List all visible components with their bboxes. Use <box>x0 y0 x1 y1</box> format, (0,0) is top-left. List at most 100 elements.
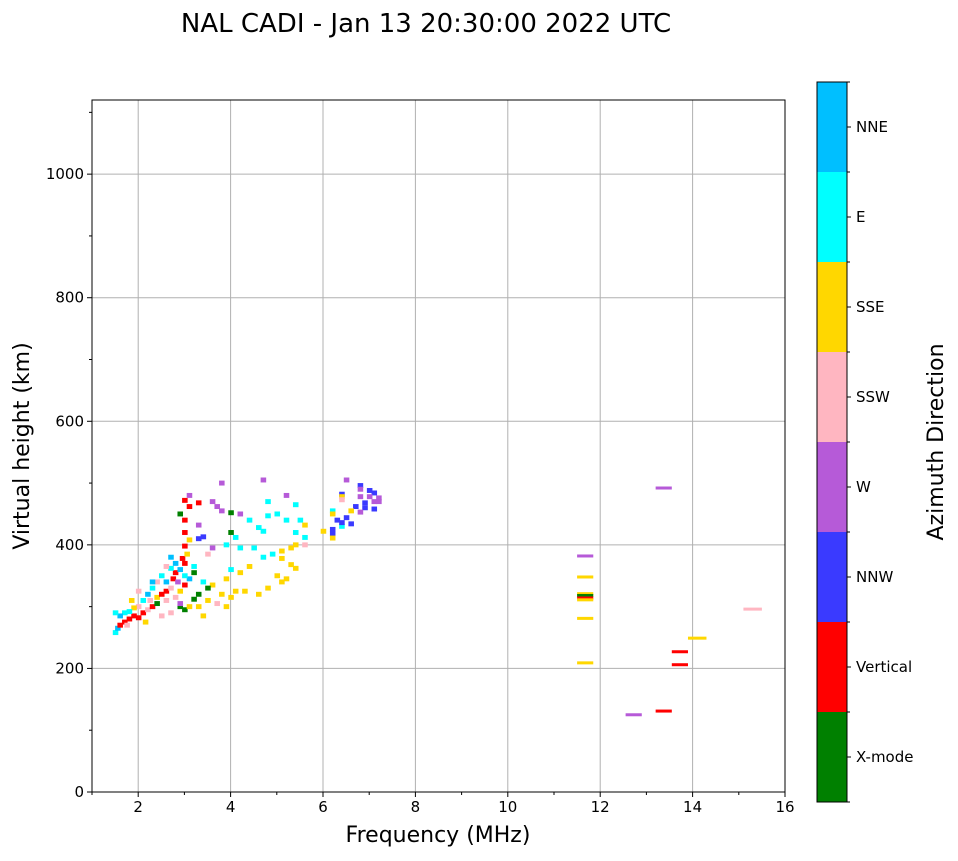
echo-point <box>177 604 184 610</box>
echo-point <box>223 576 230 582</box>
echo-point <box>170 576 177 582</box>
echo-point <box>348 521 354 527</box>
echo-point <box>343 477 350 483</box>
colorbar-tick-label: SSW <box>856 388 890 406</box>
echo-point <box>265 513 271 519</box>
echo-trace <box>625 713 642 717</box>
colorbar-segment <box>817 82 847 172</box>
x-tick-label: 6 <box>318 798 328 816</box>
echo-point <box>302 542 308 548</box>
echo-trace <box>671 650 688 654</box>
echo-point <box>329 508 336 514</box>
echo-point <box>265 499 271 505</box>
echo-trace <box>577 661 594 665</box>
echo-point <box>177 567 184 573</box>
echo-point <box>366 494 373 500</box>
echo-point <box>283 576 290 582</box>
echo-point <box>186 576 193 582</box>
echo-point <box>177 588 184 594</box>
echo-point <box>260 477 267 483</box>
colorbar-tick-label: NNW <box>856 568 893 586</box>
echo-point <box>186 504 193 510</box>
colorbar: X-mode Vertical NNW W SSW SSE E NNE <box>816 81 913 803</box>
echo-point <box>182 582 188 588</box>
echo-point <box>357 486 364 492</box>
echo-point <box>376 495 382 501</box>
axes: 2 4 6 8 10 12 14 16 0 200 400 600 800 1000 <box>46 111 795 816</box>
echo-point <box>186 492 193 498</box>
echo-trace <box>671 663 688 667</box>
y-tick-label: 1000 <box>46 165 84 183</box>
echo-point <box>209 582 216 588</box>
echo-point <box>149 585 156 591</box>
echo-point <box>200 613 207 619</box>
data-marks <box>112 477 762 717</box>
echo-point <box>329 526 336 532</box>
echo-trace <box>577 596 594 600</box>
echo-point <box>246 517 253 523</box>
echo-point <box>140 597 147 603</box>
y-tick-label: 0 <box>74 783 84 801</box>
y-tick-label: 600 <box>55 412 84 430</box>
echo-trace <box>577 575 594 579</box>
echo-trace <box>577 554 594 558</box>
echo-point <box>172 570 179 576</box>
echo-point <box>288 545 294 551</box>
echo-point <box>158 613 165 619</box>
colorbar-segment <box>817 532 847 622</box>
echo-point <box>182 543 188 549</box>
chart-title: NAL CADI - Jan 13 20:30:00 2022 UTC <box>181 9 671 39</box>
echo-trace <box>655 709 672 713</box>
echo-point <box>122 619 128 625</box>
echo-point <box>195 536 202 542</box>
echo-point <box>219 591 225 597</box>
echo-point <box>200 579 207 585</box>
echo-point <box>140 610 147 616</box>
colorbar-label: Azimuth Direction <box>924 343 949 540</box>
echo-point <box>191 564 197 569</box>
echo-point <box>219 508 225 514</box>
colorbar-tick-label: W <box>856 478 871 496</box>
echo-point <box>117 613 123 619</box>
echo-point <box>112 610 119 616</box>
echo-point <box>179 555 186 561</box>
echo-point <box>269 551 276 557</box>
echo-point <box>209 499 216 505</box>
echo-point <box>274 573 281 579</box>
echo-trace <box>577 616 594 620</box>
echo-point <box>182 573 188 579</box>
echo-point <box>126 616 133 622</box>
echo-point <box>219 480 225 486</box>
echo-point <box>168 610 174 616</box>
echo-trace <box>655 486 672 490</box>
x-tick-label: 2 <box>133 798 143 816</box>
echo-point <box>200 534 207 540</box>
echo-point <box>279 579 285 585</box>
echo-point <box>371 499 378 505</box>
echo-point <box>357 483 364 489</box>
echo-point <box>117 622 123 628</box>
echo-trace <box>577 592 594 596</box>
echo-point <box>135 615 142 621</box>
echo-point <box>205 551 211 557</box>
echo-point <box>297 517 304 523</box>
echo-point <box>256 591 262 597</box>
echo-point <box>186 604 193 610</box>
echo-point <box>334 517 341 523</box>
echo-point <box>223 604 230 610</box>
echo-point <box>339 520 345 526</box>
echo-point <box>131 613 137 619</box>
x-tick-label: 4 <box>226 798 236 816</box>
echo-point <box>339 494 345 500</box>
echo-point <box>122 610 128 616</box>
echo-point <box>163 564 170 569</box>
colorbar-segment <box>817 352 847 442</box>
echo-point <box>112 630 119 636</box>
echo-trace <box>577 598 594 602</box>
echo-point <box>242 588 248 594</box>
plot-frame <box>91 99 786 793</box>
echo-point <box>195 522 202 528</box>
echo-point <box>329 535 336 541</box>
echo-point <box>168 554 174 560</box>
echo-point <box>163 597 170 603</box>
